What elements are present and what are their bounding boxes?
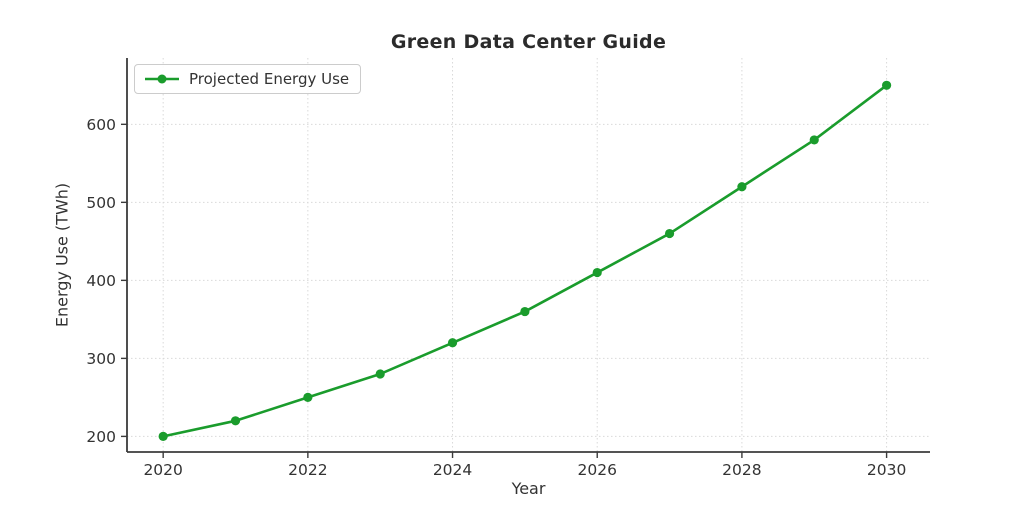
legend-line-marker-icon xyxy=(145,74,179,84)
data-point xyxy=(303,392,313,402)
legend-label: Projected Energy Use xyxy=(189,70,350,88)
x-tick-label: 2020 xyxy=(143,461,182,479)
y-tick-label: 300 xyxy=(86,350,116,368)
x-tick-label: 2026 xyxy=(577,461,616,479)
x-axis-label: Year xyxy=(511,479,546,498)
data-point xyxy=(375,369,385,379)
data-point xyxy=(809,135,819,145)
x-tick-label: 2024 xyxy=(433,461,472,479)
x-tick-label: 2030 xyxy=(867,461,906,479)
legend-box: Projected Energy Use xyxy=(134,64,362,94)
data-point xyxy=(447,338,458,348)
data-point xyxy=(881,80,892,90)
y-tick-label: 200 xyxy=(86,428,116,446)
y-tick-label: 600 xyxy=(86,116,116,134)
series-line xyxy=(161,84,888,438)
data-point xyxy=(520,306,530,317)
chart-title: Green Data Center Guide xyxy=(390,31,667,53)
y-tick-label: 500 xyxy=(86,194,116,212)
data-point xyxy=(737,182,747,192)
data-point xyxy=(158,431,168,441)
data-point xyxy=(664,228,675,239)
data-point xyxy=(592,267,602,278)
x-tick-label: 2028 xyxy=(722,461,761,479)
y-axis-label: Energy Use (TWh) xyxy=(52,182,72,328)
x-tick-label: 2022 xyxy=(288,461,327,479)
data-point xyxy=(230,416,241,426)
y-tick-label: 400 xyxy=(86,272,116,290)
